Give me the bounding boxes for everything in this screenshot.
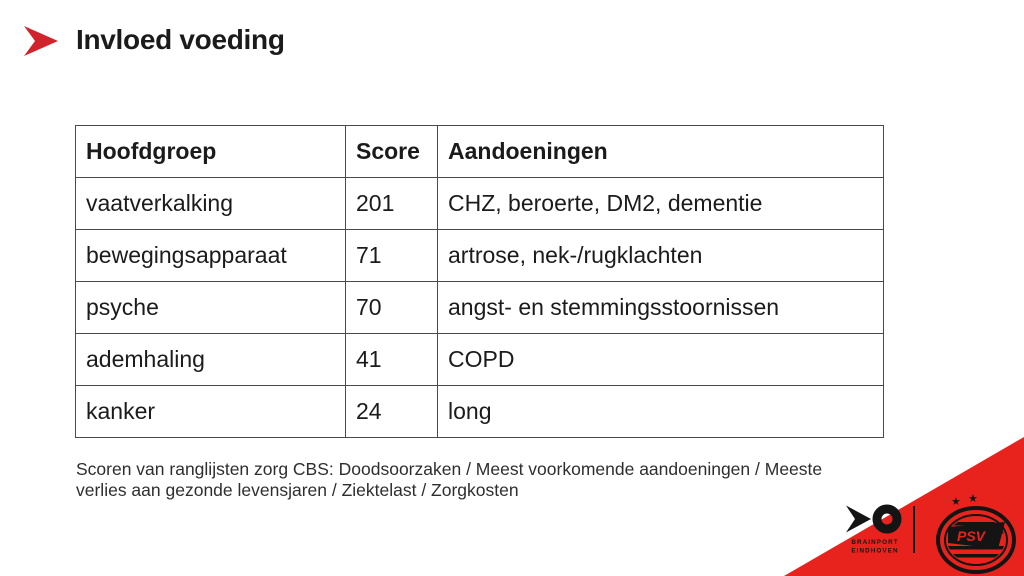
cell-aandoeningen: artrose, nek-/rugklachten xyxy=(437,229,884,282)
psv-flag-icon xyxy=(948,522,1005,549)
psv-wordmark: PSV xyxy=(957,528,987,544)
brainport-wordmark-line1: BRAINPORT xyxy=(851,539,898,546)
brainport-ring-icon xyxy=(872,504,902,534)
table-row: kanker 24 long xyxy=(75,385,884,438)
source-footnote: Scoren van ranglijsten zorg CBS: Doodsoo… xyxy=(76,459,936,501)
cell-aandoeningen: COPD xyxy=(437,333,884,386)
cell-hoofdgroep: vaatverkalking xyxy=(75,177,346,230)
brainport-eindhoven-logo: BRAINPORT EINDHOVEN xyxy=(846,504,902,555)
column-header-score: Score xyxy=(345,125,438,178)
brainport-wordmark-line2: EINDHOVEN xyxy=(851,548,898,555)
cell-score: 201 xyxy=(345,177,438,230)
table-row: vaatverkalking 201 CHZ, beroerte, DM2, d… xyxy=(75,177,884,230)
psv-star-icon: ★ xyxy=(968,492,978,505)
cell-score: 70 xyxy=(345,281,438,334)
table-row: psyche 70 angst- en stemmingsstoornissen xyxy=(75,281,884,334)
table-header-row: Hoofdgroep Score Aandoeningen xyxy=(75,125,884,178)
chevron-right-icon xyxy=(24,26,58,56)
table-header: Hoofdgroep Score Aandoeningen xyxy=(75,125,884,178)
column-header-hoofdgroep: Hoofdgroep xyxy=(75,125,346,178)
column-header-aandoeningen: Aandoeningen xyxy=(437,125,884,178)
psv-star-icon: ★ xyxy=(951,495,961,508)
cell-aandoeningen: CHZ, beroerte, DM2, dementie xyxy=(437,177,884,230)
brainport-arrow-icon xyxy=(846,505,871,533)
psv-outer-ring xyxy=(936,506,1016,574)
psv-inner-ring xyxy=(944,514,1008,566)
cell-hoofdgroep: ademhaling xyxy=(75,333,346,386)
cell-hoofdgroep: kanker xyxy=(75,385,346,438)
cell-aandoeningen: angst- en stemmingsstoornissen xyxy=(437,281,884,334)
title-row: Invloed voeding xyxy=(24,24,285,56)
slide-title: Invloed voeding xyxy=(76,24,285,55)
source-footnote-line1: Scoren van ranglijsten zorg CBS: Doodsoo… xyxy=(76,459,823,479)
logo-divider xyxy=(913,506,915,553)
cell-score: 24 xyxy=(345,385,438,438)
source-footnote-line2: verlies aan gezonde levensjaren / Ziekte… xyxy=(76,480,519,500)
table-body: vaatverkalking 201 CHZ, beroerte, DM2, d… xyxy=(75,177,884,438)
cell-hoofdgroep: bewegingsapparaat xyxy=(75,229,346,282)
psv-crest-logo: ★ ★ PSV xyxy=(936,492,1016,574)
cell-hoofdgroep: psyche xyxy=(75,281,346,334)
cell-score: 71 xyxy=(345,229,438,282)
cell-score: 41 xyxy=(345,333,438,386)
table-row: ademhaling 41 COPD xyxy=(75,333,884,386)
table-row: bewegingsapparaat 71 artrose, nek-/rugkl… xyxy=(75,229,884,282)
cell-aandoeningen: long xyxy=(437,385,884,438)
influence-table: Hoofdgroep Score Aandoeningen vaatverkal… xyxy=(75,125,884,438)
